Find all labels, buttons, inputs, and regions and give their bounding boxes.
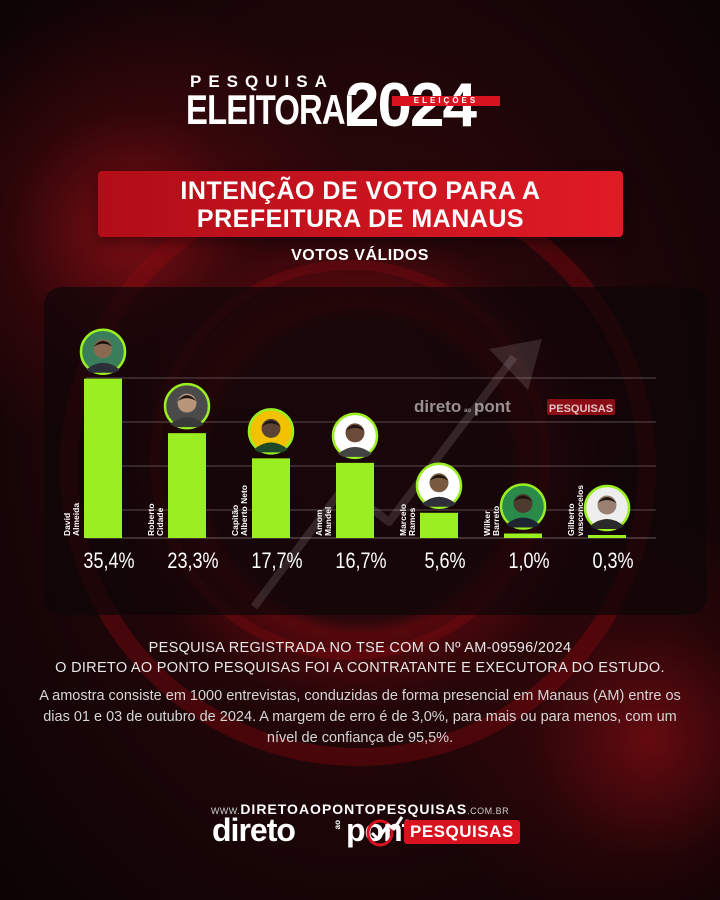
photo-shirt xyxy=(422,496,456,507)
value-label-3: 17,7% xyxy=(251,549,302,573)
photo-hair xyxy=(261,420,281,427)
photo-hair xyxy=(177,395,197,402)
bar-4 xyxy=(336,462,374,538)
candidate-name-label: Almeida xyxy=(71,503,81,536)
candidate-name-label: Wilker xyxy=(482,510,492,536)
candidate-name-label: Barreto xyxy=(491,506,501,536)
watermark-word: direto xyxy=(414,397,461,416)
logo-ao: ao xyxy=(333,820,342,830)
candidate-name-label: Alberto Neto xyxy=(239,485,249,536)
footer-registro: PESQUISA REGISTRADA NO TSE COM O Nº AM-0… xyxy=(148,640,572,656)
logo-word: direto xyxy=(212,812,296,848)
photo-shirt xyxy=(338,446,372,457)
photo-hair xyxy=(345,424,365,431)
photo-hair xyxy=(429,474,449,481)
candidate-name-label: Roberto xyxy=(146,503,156,536)
candidate-name-label: Gilberto xyxy=(566,503,576,536)
url-prefix: WWW. xyxy=(210,806,241,816)
photo-shirt xyxy=(86,362,120,373)
bar-chart: direto ao pont PESQUISAS David Almeida 35,4% Ro… xyxy=(62,328,656,610)
bar-6 xyxy=(504,533,542,538)
watermark-pont: pont xyxy=(474,397,511,416)
footer-contratante: O DIRETO AO PONTO PESQUISAS FOI A CONTRA… xyxy=(55,660,665,676)
candidate-name-label: Mandel xyxy=(323,507,333,536)
watermark-tag-bg xyxy=(547,399,615,415)
subtitle: VOTOS VÁLIDOS xyxy=(291,247,429,264)
photo-hair xyxy=(93,340,113,347)
value-label-7: 0,3% xyxy=(592,549,633,573)
chart-panel: direto ao pont PESQUISAS David Almeida 35,4% Ro… xyxy=(44,287,707,615)
title-line-1: INTENÇÃO DE VOTO PARA A xyxy=(180,177,541,205)
photo-shirt xyxy=(506,517,540,528)
watermark-ao: ao xyxy=(464,408,471,414)
candidate-name-label: Amom xyxy=(314,509,324,536)
candidate-name-label: Cidade xyxy=(155,507,165,536)
logo-tag: PESQUISAS xyxy=(404,820,520,844)
value-label-1: 35,4% xyxy=(83,549,134,573)
header-eleitoral: ELEITORAL xyxy=(186,86,365,133)
footer-amostra: A amostra consiste em 1000 entrevistas, … xyxy=(39,688,681,746)
website-url[interactable]: WWW.DIRETOAOPONTOPESQUISAS.COM.BR xyxy=(0,801,720,817)
value-label-6: 1,0% xyxy=(508,549,549,573)
title-line-2: PREFEITURA DE MANAUS xyxy=(196,205,525,233)
candidate-name-label: vasconcelos xyxy=(575,485,585,536)
photo-hair xyxy=(513,495,533,502)
bar-1 xyxy=(84,378,122,538)
value-label-5: 5,6% xyxy=(424,549,465,573)
bar-5 xyxy=(420,512,458,538)
candidate-name-label: Capitão xyxy=(230,505,240,536)
photo-shirt xyxy=(170,417,204,428)
header-pesquisa: PESQUISA xyxy=(190,72,334,91)
candidate-name-label: Ramos xyxy=(407,507,417,536)
watermark-arrowhead-icon xyxy=(489,339,542,390)
header-eleicoes-badge: ELEIÇÕES xyxy=(392,96,500,106)
bar-7 xyxy=(588,535,626,538)
bar-2 xyxy=(168,433,206,538)
value-label-4: 16,7% xyxy=(335,549,386,573)
url-main: DIRETOAOPONTOPESQUISAS xyxy=(240,801,468,817)
photo-hair xyxy=(597,497,617,503)
value-label-2: 23,3% xyxy=(167,549,218,573)
bar-3 xyxy=(252,458,290,538)
photo-shirt xyxy=(590,519,624,529)
watermark-tag: PESQUISAS xyxy=(549,403,613,415)
checkmark-icon xyxy=(366,816,404,847)
url-suffix: .COM.BR xyxy=(467,806,510,816)
title-box: INTENÇÃO DE VOTO PARA A PREFEITURA DE MA… xyxy=(98,171,623,237)
candidate-name-label: David xyxy=(62,513,72,536)
brand-logo: direto ao pont PESQUISAS xyxy=(212,812,532,852)
photo-shirt xyxy=(254,442,288,453)
candidate-name-label: Marcelo xyxy=(398,504,408,536)
header: PESQUISA ELEITORAL 2024 ELEIÇÕES xyxy=(0,68,720,140)
